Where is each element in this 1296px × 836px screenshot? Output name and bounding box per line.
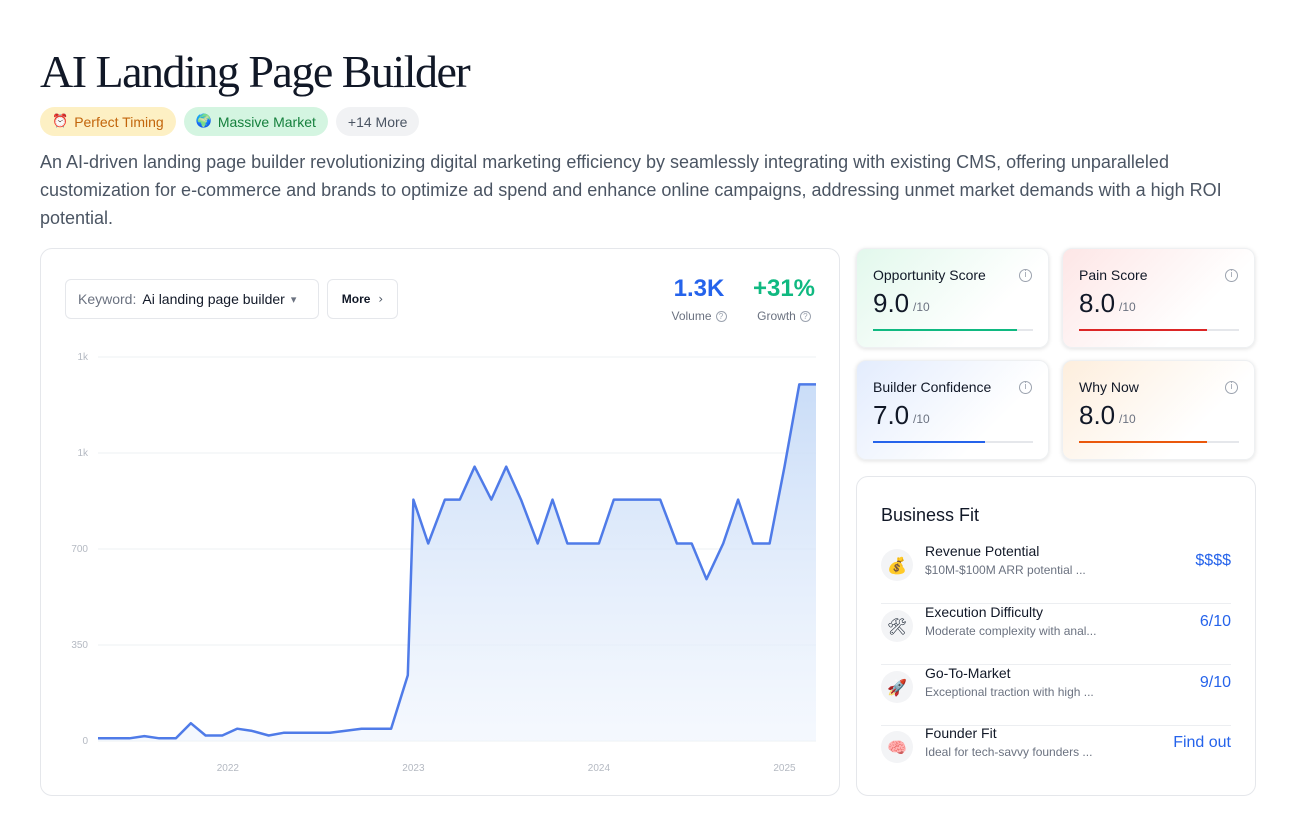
tag-label: Perfect Timing <box>74 113 164 130</box>
info-icon[interactable]: i <box>1225 381 1238 394</box>
score-bar <box>1079 441 1239 443</box>
help-icon[interactable]: ? <box>799 310 811 322</box>
row-value: $$$$ <box>1195 552 1231 569</box>
keyword-value: Ai landing page builder <box>142 291 285 307</box>
help-icon[interactable]: ? <box>715 310 727 322</box>
business-fit-row-founder[interactable]: 🧠 Founder Fit Ideal for tech-savvy found… <box>881 725 1231 786</box>
more-button[interactable]: More › <box>327 279 398 319</box>
series-line <box>98 383 816 740</box>
row-description: Moderate complexity with anal... <box>925 624 1097 638</box>
score-bar <box>873 441 1033 443</box>
tag-massive-market[interactable]: 🌍 Massive Market <box>183 107 328 136</box>
tag-label: +14 More <box>347 113 408 130</box>
keyword-label: Keyword: <box>78 291 137 307</box>
business-fit-title: Business Fit <box>881 505 980 525</box>
description: An AI-driven landing page builder revolu… <box>40 152 1222 228</box>
chevron-right-icon: › <box>378 292 384 306</box>
keyword-select[interactable]: Keyword: Ai landing page builder ▾ <box>65 279 319 319</box>
score-bar-fill <box>1079 329 1207 331</box>
score-label: Builder Confidence <box>873 379 992 395</box>
alarm-clock-icon: ⏰ <box>52 114 69 129</box>
row-name: Execution Difficulty <box>925 604 1044 620</box>
info-icon[interactable]: i <box>1019 269 1032 282</box>
growth-metric: +31% Growth? <box>749 273 819 323</box>
globe-icon: 🌍 <box>195 114 212 129</box>
score-value: 8.0 <box>1079 288 1116 318</box>
score-value: 7.0 <box>873 400 910 430</box>
score-label: Pain Score <box>1079 267 1148 283</box>
row-name: Go-To-Market <box>925 665 1011 681</box>
volume-value: 1.3K <box>673 275 725 302</box>
score-denominator: /10 <box>1119 412 1136 426</box>
tag-list: ⏰ Perfect Timing 🌍 Massive Market +14 Mo… <box>40 107 420 136</box>
score-denominator: /10 <box>913 300 930 314</box>
brain-icon: 🧠 <box>881 731 913 763</box>
page-title: AI Landing Page Builder <box>40 46 471 97</box>
x-tick-label: 2024 <box>588 763 611 774</box>
row-value: 6/10 <box>1199 613 1231 630</box>
score-value: 8.0 <box>1079 400 1116 430</box>
y-tick-label: 700 <box>71 544 88 555</box>
score-bar-fill <box>873 329 1017 331</box>
score-bar <box>1079 329 1239 331</box>
business-fit-row-revenue[interactable]: 💰 Revenue Potential $10M-$100M ARR poten… <box>881 543 1231 604</box>
business-fit-card: Business Fit 💰 Revenue Potential $10M-$1… <box>856 476 1256 796</box>
rocket-icon: 🚀 <box>881 671 913 703</box>
score-label: Why Now <box>1079 379 1139 395</box>
chevron-down-icon: ▾ <box>290 292 297 306</box>
business-fit-row-execution[interactable]: 🛠 Execution Difficulty Moderate complexi… <box>881 604 1231 665</box>
score-bar-fill <box>873 441 985 443</box>
volume-metric: 1.3K Volume? <box>669 273 729 323</box>
opportunity-score-card[interactable]: Opportunity Score i 9.0 /10 <box>856 248 1049 348</box>
more-button-label: More <box>341 292 371 306</box>
score-denominator: /10 <box>1119 300 1136 314</box>
row-name: Revenue Potential <box>925 543 1040 559</box>
y-tick-label: 1k <box>77 352 89 363</box>
trend-chart: 0 350 700 1k 1k 2022 2023 2024 2025 <box>71 352 816 774</box>
trend-chart-card: 0 350 700 1k 1k 2022 2023 2024 2025 Keyword: Ai … <box>40 248 840 796</box>
info-icon[interactable]: i <box>1019 381 1032 394</box>
row-description: $10M-$100M ARR potential ... <box>925 563 1086 577</box>
score-bar <box>873 329 1033 331</box>
info-icon[interactable]: i <box>1225 269 1238 282</box>
business-fit-row-gtm[interactable]: 🚀 Go-To-Market Exceptional traction with… <box>881 665 1231 726</box>
x-tick-label: 2023 <box>402 763 425 774</box>
money-bag-icon: 💰 <box>881 549 913 581</box>
tools-icon: 🛠 <box>881 610 913 642</box>
row-description: Exceptional traction with high ... <box>925 685 1094 699</box>
tag-perfect-timing[interactable]: ⏰ Perfect Timing <box>40 107 176 136</box>
score-denominator: /10 <box>913 412 930 426</box>
row-value: 9/10 <box>1199 674 1231 691</box>
series-area <box>98 384 816 741</box>
pain-score-card[interactable]: Pain Score i 8.0 /10 <box>1062 248 1255 348</box>
why-now-card[interactable]: Why Now i 8.0 /10 <box>1062 360 1255 460</box>
tag-label: Massive Market <box>217 113 316 130</box>
tag-more-button[interactable]: +14 More <box>335 107 420 136</box>
row-name: Founder Fit <box>925 725 997 741</box>
score-label: Opportunity Score <box>873 267 986 283</box>
growth-value: +31% <box>752 275 816 302</box>
volume-label: Volume <box>671 309 712 323</box>
score-bar-fill <box>1079 441 1207 443</box>
y-tick-label: 1k <box>77 448 89 459</box>
x-tick-label: 2025 <box>773 763 796 774</box>
score-value: 9.0 <box>873 288 910 318</box>
growth-label: Growth <box>757 309 796 323</box>
x-tick-label: 2022 <box>217 763 240 774</box>
row-description: Ideal for tech-savvy founders ... <box>925 745 1093 759</box>
builder-confidence-card[interactable]: Builder Confidence i 7.0 /10 <box>856 360 1049 460</box>
find-out-link[interactable]: Find out <box>1173 734 1231 751</box>
y-tick-label: 350 <box>71 640 88 651</box>
y-tick-label: 0 <box>82 736 88 747</box>
